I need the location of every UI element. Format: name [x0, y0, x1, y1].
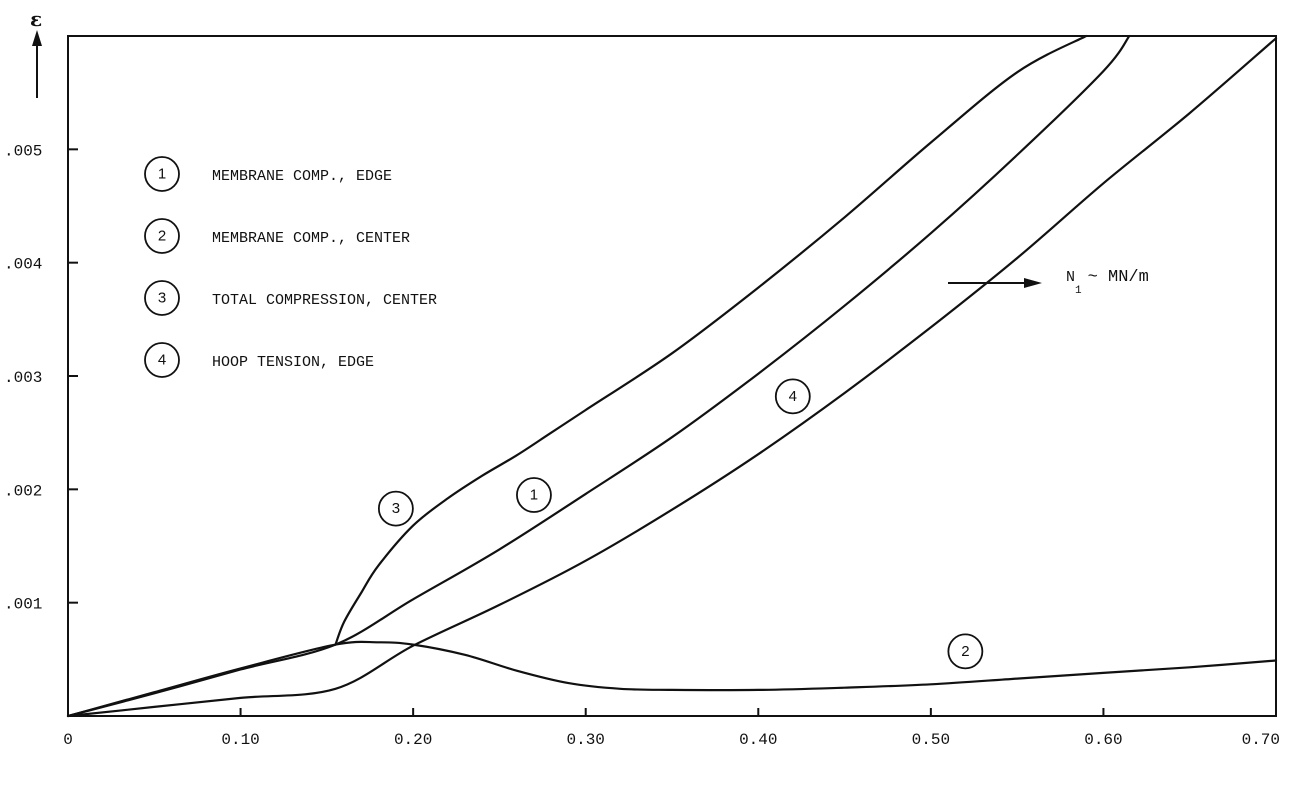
- legend-circle: [144, 218, 180, 254]
- curve-label-2: 2: [947, 633, 984, 670]
- legend-entry-3: 3 TOTAL COMPRESSION, CENTER: [144, 280, 437, 316]
- curve-label-3: 3: [377, 490, 414, 527]
- x-tick-label: 0.60: [1084, 731, 1122, 749]
- x-tick-label: 0.20: [394, 731, 432, 749]
- y-tick-label: .004: [4, 256, 42, 274]
- curve-labels: 1 2 3 4: [377, 378, 984, 670]
- y-tick-label: .005: [4, 142, 42, 160]
- x-tick-label: 0.40: [739, 731, 777, 749]
- x-axis-label: N1 ~ MN/m: [1066, 268, 1149, 297]
- y-tick-labels: .001 .002 .003 .004 .005: [4, 142, 78, 614]
- curve-label-4: 4: [774, 378, 811, 415]
- legend-label: MEMBRANE COMP., EDGE: [212, 168, 392, 185]
- curves: [66, 34, 1278, 718]
- legend-circle: [144, 280, 180, 316]
- x-axis-symbol: N: [1066, 269, 1075, 286]
- curve-3: [334, 34, 1088, 646]
- legend-label: HOOP TENSION, EDGE: [212, 354, 374, 371]
- curve-label-number: 3: [392, 500, 400, 517]
- legend: 1 MEMBRANE COMP., EDGE 2 MEMBRANE COMP., CE…: [144, 156, 437, 378]
- curve-label-number: 1: [530, 487, 538, 504]
- legend-entry-1: 1 MEMBRANE COMP., EDGE: [144, 156, 392, 192]
- y-tick-label: .002: [4, 482, 42, 500]
- legend-number: 1: [158, 166, 166, 183]
- legend-label: MEMBRANE COMP., CENTER: [212, 230, 410, 247]
- curve-label-1: 1: [516, 477, 552, 513]
- y-axis-arrow-head: [32, 30, 42, 46]
- x-tick-label: 0: [63, 731, 73, 749]
- curve-label-circle: [774, 378, 811, 415]
- x-tick-label: 0.70: [1242, 731, 1280, 749]
- legend-number: 3: [158, 290, 166, 307]
- curve-label-number: 2: [961, 643, 969, 660]
- x-axis-arrow-head: [1024, 278, 1042, 288]
- x-tick-label: 0.30: [567, 731, 605, 749]
- curve-label-circle: [947, 633, 984, 670]
- y-tick-label: .003: [4, 369, 42, 387]
- curve-label-circle: [377, 490, 414, 527]
- curve-1: [66, 34, 1131, 718]
- legend-entry-2: 2 MEMBRANE COMP., CENTER: [144, 218, 410, 254]
- legend-number: 2: [158, 228, 166, 245]
- legend-circle: [144, 156, 180, 192]
- curve-4: [66, 37, 1278, 718]
- x-tick-labels: 0 0.10 0.20 0.30 0.40 0.50 0.60 0.70: [63, 708, 1280, 749]
- legend-circle: [144, 342, 180, 378]
- legend-number: 4: [158, 352, 166, 369]
- legend-label: TOTAL COMPRESSION, CENTER: [212, 292, 437, 309]
- curve-label-number: 4: [789, 388, 797, 405]
- curve-2: [66, 640, 1278, 718]
- x-axis-subscript: 1: [1075, 285, 1082, 297]
- curve-label-circle: [516, 477, 552, 513]
- y-axis-label: ε: [30, 7, 42, 31]
- legend-entry-4: 4 HOOP TENSION, EDGE: [144, 342, 374, 378]
- x-tick-label: 0.10: [221, 731, 259, 749]
- x-axis-unit: ~ MN/m: [1088, 268, 1149, 287]
- x-tick-label: 0.50: [912, 731, 950, 749]
- y-tick-label: .001: [4, 596, 42, 614]
